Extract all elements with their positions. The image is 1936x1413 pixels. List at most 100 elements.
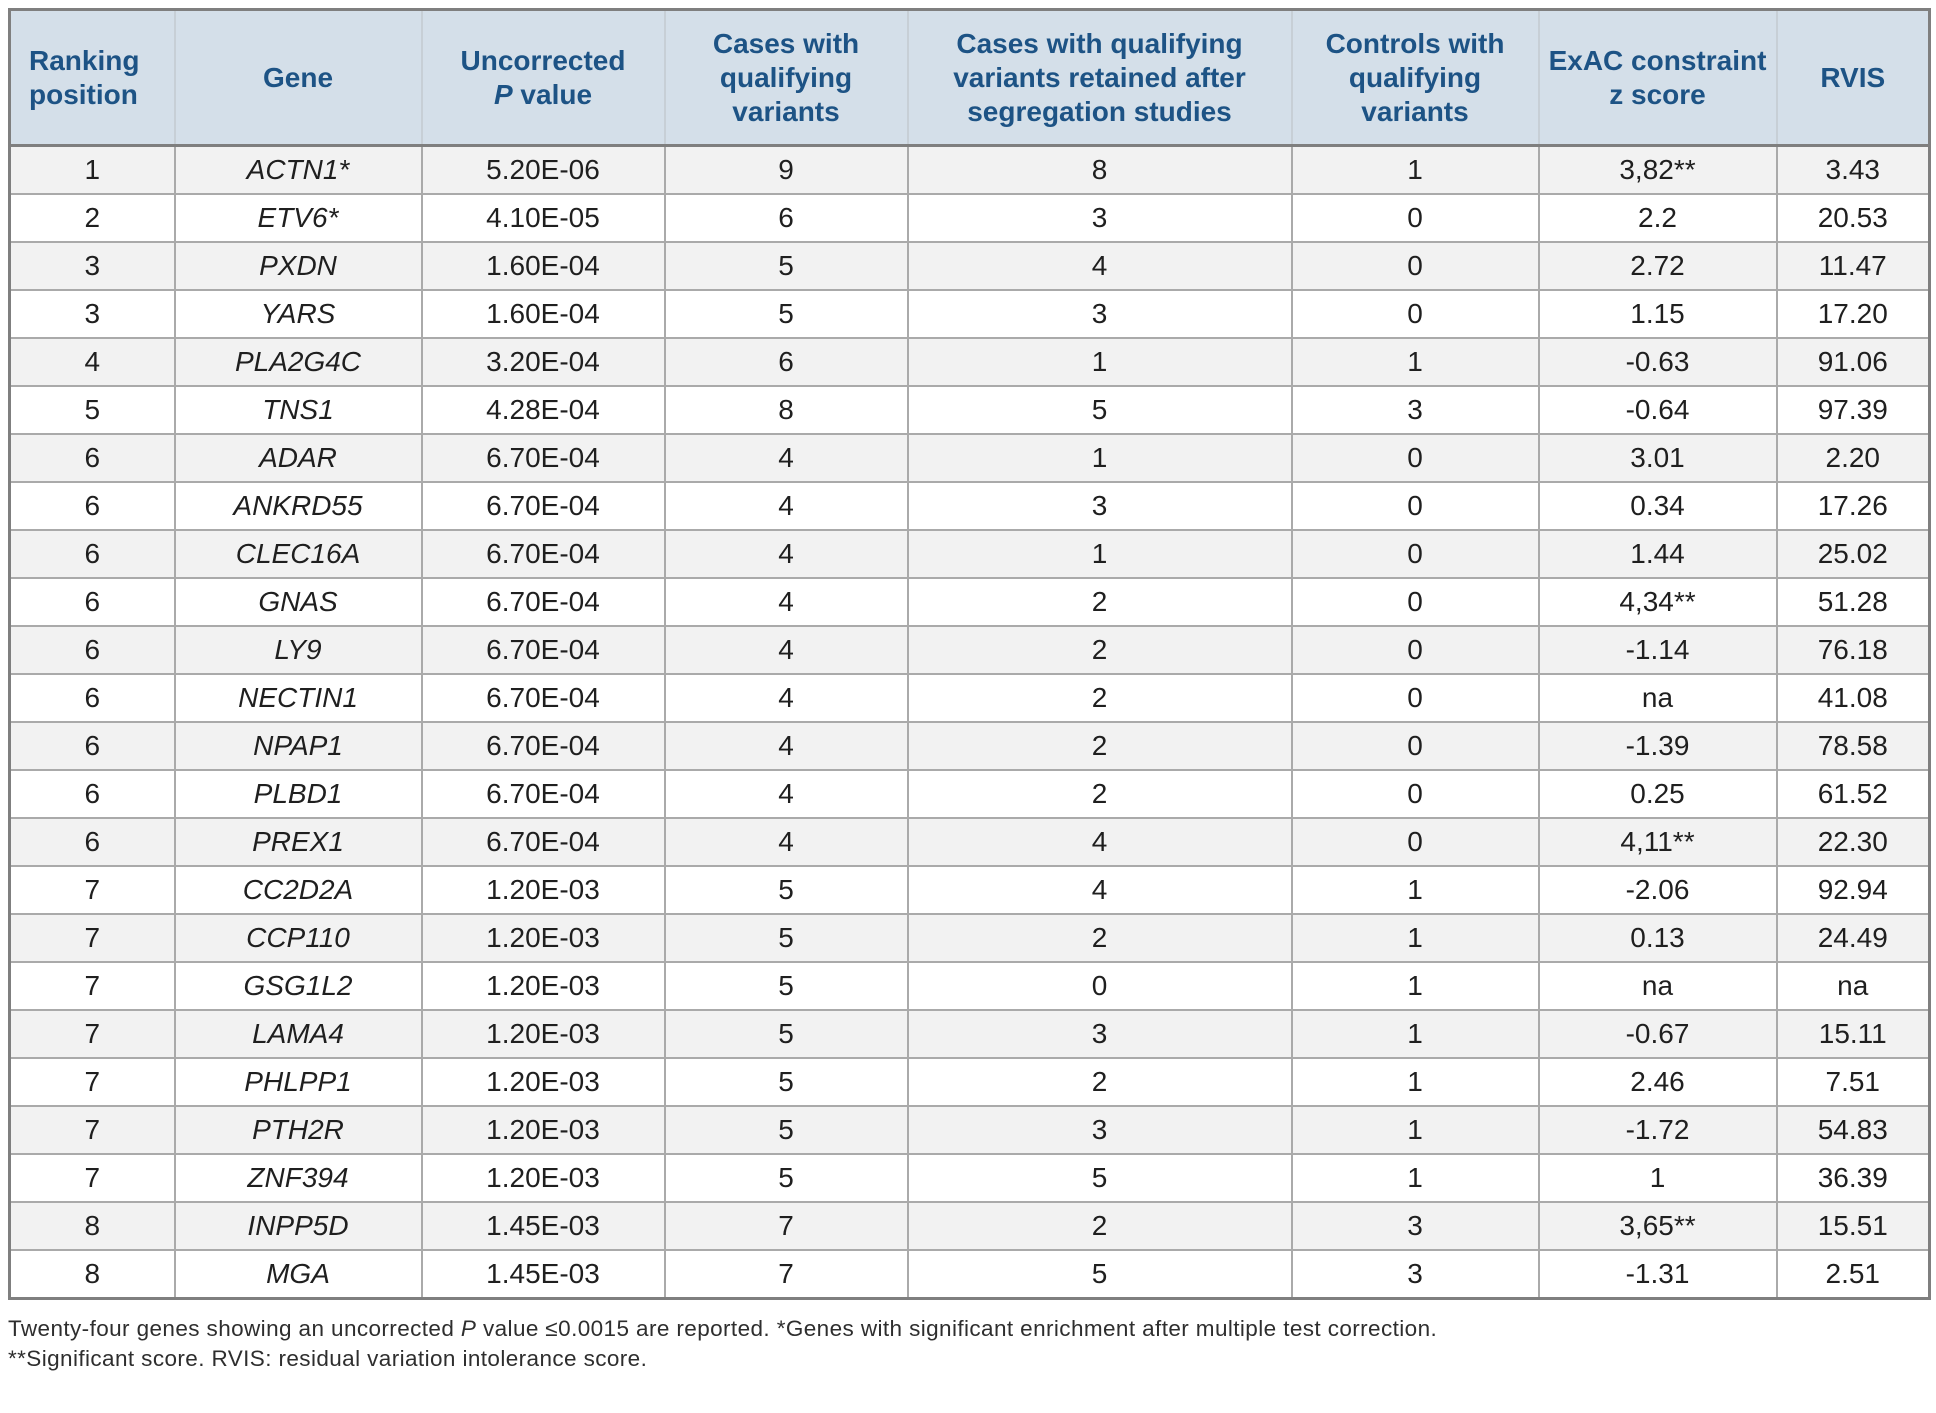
header-ranking-position: Ranking position bbox=[9, 9, 176, 147]
cell-rvis: 25.02 bbox=[1775, 529, 1931, 579]
table-row: 7 CC2D2A 1.20E-03 5 4 1 -2.06 92.94 bbox=[8, 865, 1931, 915]
cell-cases-qualifying: 5 bbox=[663, 1153, 909, 1203]
cell-cases-qualifying: 4 bbox=[663, 817, 909, 867]
header-exac-z-score: ExAC constraint z score bbox=[1538, 9, 1778, 147]
cell-ranking-position: 2 bbox=[8, 193, 176, 243]
cell-exac-z-score: -1.14 bbox=[1537, 625, 1778, 675]
cell-ranking-position: 3 bbox=[8, 289, 176, 339]
cell-exac-z-score: 4,34** bbox=[1537, 577, 1778, 627]
cell-exac-z-score: na bbox=[1537, 673, 1778, 723]
cell-controls-qualifying: 0 bbox=[1290, 721, 1540, 771]
cell-controls-qualifying: 1 bbox=[1290, 1105, 1540, 1155]
cell-uncorrected-p-value: 6.70E-04 bbox=[420, 577, 666, 627]
header-rvis: RVIS bbox=[1776, 9, 1930, 147]
footnote-italic-p: P bbox=[460, 1316, 477, 1341]
cell-cases-retained: 2 bbox=[906, 673, 1293, 723]
table-row: 6 NECTIN1 6.70E-04 4 2 0 na 41.08 bbox=[8, 673, 1931, 723]
cell-cases-retained: 1 bbox=[906, 529, 1293, 579]
cell-rvis: 91.06 bbox=[1775, 337, 1931, 387]
cell-cases-qualifying: 7 bbox=[663, 1249, 909, 1300]
cell-ranking-position: 7 bbox=[8, 1057, 176, 1107]
cell-rvis: 15.11 bbox=[1775, 1009, 1931, 1059]
cell-uncorrected-p-value: 6.70E-04 bbox=[420, 673, 666, 723]
cell-controls-qualifying: 0 bbox=[1290, 769, 1540, 819]
table-row: 3 PXDN 1.60E-04 5 4 0 2.72 11.47 bbox=[8, 241, 1931, 291]
cell-gene-name: LY9 bbox=[173, 625, 423, 675]
cell-cases-qualifying: 4 bbox=[663, 481, 909, 531]
cell-rvis: 54.83 bbox=[1775, 1105, 1931, 1155]
header-uncorrected-line1: Uncorrected bbox=[460, 44, 626, 76]
cell-cases-qualifying: 5 bbox=[663, 241, 909, 291]
table-row: 6 NPAP1 6.70E-04 4 2 0 -1.39 78.58 bbox=[8, 721, 1931, 771]
table-header: Ranking position Gene Uncorrected P value… bbox=[9, 9, 1930, 147]
cell-cases-retained: 3 bbox=[906, 289, 1293, 339]
cell-cases-qualifying: 4 bbox=[663, 721, 909, 771]
cell-rvis: 41.08 bbox=[1775, 673, 1931, 723]
table-row: 4 PLA2G4C 3.20E-04 6 1 1 -0.63 91.06 bbox=[8, 337, 1931, 387]
cell-cases-retained: 5 bbox=[906, 1249, 1293, 1300]
cell-controls-qualifying: 0 bbox=[1290, 193, 1540, 243]
cell-exac-z-score: 2.46 bbox=[1537, 1057, 1778, 1107]
cell-rvis: 2.20 bbox=[1775, 433, 1931, 483]
cell-controls-qualifying: 0 bbox=[1290, 817, 1540, 867]
cell-uncorrected-p-value: 3.20E-04 bbox=[420, 337, 666, 387]
cell-uncorrected-p-value: 1.20E-03 bbox=[420, 1105, 666, 1155]
cell-ranking-position: 4 bbox=[8, 337, 176, 387]
cell-rvis: 24.49 bbox=[1775, 913, 1931, 963]
cell-gene-name: ANKRD55 bbox=[173, 481, 423, 531]
cell-ranking-position: 5 bbox=[8, 385, 176, 435]
cell-controls-qualifying: 1 bbox=[1290, 961, 1540, 1011]
cell-controls-qualifying: 0 bbox=[1290, 289, 1540, 339]
cell-cases-retained: 8 bbox=[906, 144, 1293, 195]
cell-rvis: 2.51 bbox=[1775, 1249, 1931, 1300]
cell-cases-qualifying: 5 bbox=[663, 961, 909, 1011]
footnote-line2: **Significant score. RVIS: residual vari… bbox=[8, 1346, 648, 1371]
cell-gene-name: PHLPP1 bbox=[173, 1057, 423, 1107]
cell-cases-retained: 1 bbox=[906, 337, 1293, 387]
cell-controls-qualifying: 1 bbox=[1290, 1009, 1540, 1059]
cell-cases-retained: 5 bbox=[906, 385, 1293, 435]
cell-cases-qualifying: 9 bbox=[663, 144, 909, 195]
italic-p-symbol: P bbox=[493, 78, 513, 110]
cell-uncorrected-p-value: 1.20E-03 bbox=[420, 913, 666, 963]
cell-ranking-position: 7 bbox=[8, 1009, 176, 1059]
header-row: Ranking position Gene Uncorrected P value… bbox=[9, 9, 1930, 147]
cell-controls-qualifying: 0 bbox=[1290, 625, 1540, 675]
cell-cases-retained: 0 bbox=[906, 961, 1293, 1011]
footnote-line1-part2: value ≤0.0015 are reported. *Genes with … bbox=[476, 1316, 1438, 1341]
cell-rvis: 17.26 bbox=[1775, 481, 1931, 531]
cell-rvis: 97.39 bbox=[1775, 385, 1931, 435]
cell-ranking-position: 7 bbox=[8, 961, 176, 1011]
cell-gene-name: ACTN1* bbox=[173, 144, 423, 195]
cell-cases-retained: 2 bbox=[906, 625, 1293, 675]
cell-ranking-position: 6 bbox=[8, 433, 176, 483]
table-row: 2 ETV6* 4.10E-05 6 3 0 2.2 20.53 bbox=[8, 193, 1931, 243]
cell-cases-retained: 1 bbox=[906, 433, 1293, 483]
table-row: 7 PTH2R 1.20E-03 5 3 1 -1.72 54.83 bbox=[8, 1105, 1931, 1155]
cell-controls-qualifying: 1 bbox=[1290, 865, 1540, 915]
cell-rvis: 76.18 bbox=[1775, 625, 1931, 675]
cell-cases-qualifying: 7 bbox=[663, 1201, 909, 1251]
cell-exac-z-score: 3,82** bbox=[1537, 144, 1778, 195]
gene-ranking-table: Ranking position Gene Uncorrected P value… bbox=[8, 8, 1931, 1300]
table-body: 1 ACTN1* 5.20E-06 9 8 1 3,82** 3.43 2 ET… bbox=[8, 144, 1931, 1300]
cell-exac-z-score: -0.64 bbox=[1537, 385, 1778, 435]
cell-gene-name: NECTIN1 bbox=[173, 673, 423, 723]
cell-cases-qualifying: 5 bbox=[663, 913, 909, 963]
cell-uncorrected-p-value: 6.70E-04 bbox=[420, 433, 666, 483]
cell-controls-qualifying: 0 bbox=[1290, 577, 1540, 627]
cell-uncorrected-p-value: 6.70E-04 bbox=[420, 481, 666, 531]
cell-rvis: 20.53 bbox=[1775, 193, 1931, 243]
table-row: 7 GSG1L2 1.20E-03 5 0 1 na na bbox=[8, 961, 1931, 1011]
cell-ranking-position: 6 bbox=[8, 481, 176, 531]
cell-exac-z-score: 3,65** bbox=[1537, 1201, 1778, 1251]
cell-rvis: 7.51 bbox=[1775, 1057, 1931, 1107]
cell-controls-qualifying: 1 bbox=[1290, 144, 1540, 195]
cell-uncorrected-p-value: 1.20E-03 bbox=[420, 1009, 666, 1059]
cell-exac-z-score: 0.25 bbox=[1537, 769, 1778, 819]
table-row: 7 CCP110 1.20E-03 5 2 1 0.13 24.49 bbox=[8, 913, 1931, 963]
cell-ranking-position: 6 bbox=[8, 721, 176, 771]
cell-rvis: 78.58 bbox=[1775, 721, 1931, 771]
cell-rvis: 17.20 bbox=[1775, 289, 1931, 339]
table-row: 7 LAMA4 1.20E-03 5 3 1 -0.67 15.11 bbox=[8, 1009, 1931, 1059]
